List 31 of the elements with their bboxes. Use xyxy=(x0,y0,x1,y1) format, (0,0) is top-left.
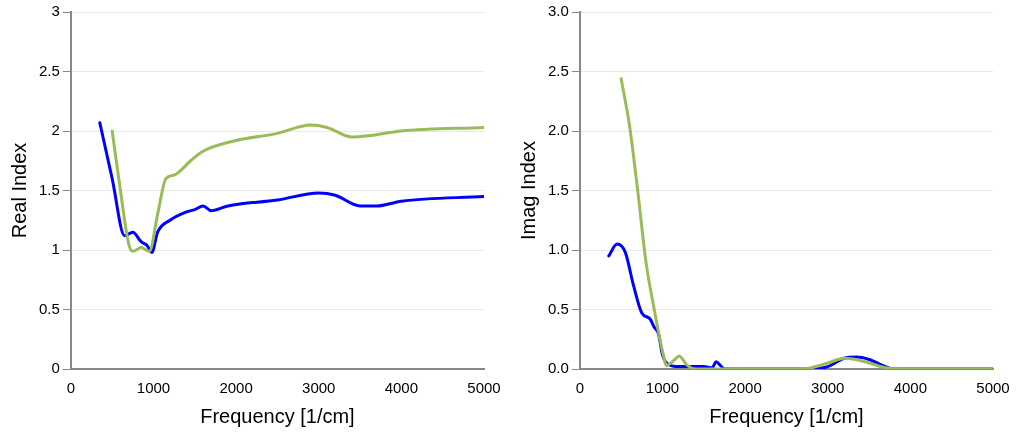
y-tick-label: 2 xyxy=(51,121,60,139)
x-tick-label: 5000 xyxy=(467,379,501,397)
y-axis-title: Real Index xyxy=(7,142,30,239)
x-axis-title: Frequency [1/cm] xyxy=(200,404,355,427)
x-tick-label: 4000 xyxy=(384,379,419,397)
y-tick-label: 1 xyxy=(51,240,60,258)
y-tick-label: 0.5 xyxy=(547,299,569,317)
x-tick-label: 1000 xyxy=(136,379,171,397)
y-tick-label: 1.5 xyxy=(38,180,60,198)
x-tick-label: 0 xyxy=(66,379,76,397)
y-tick-label: 3 xyxy=(51,2,60,20)
x-axis-title: Frequency [1/cm] xyxy=(709,404,864,427)
y-tick-label: 2.5 xyxy=(38,61,60,79)
y-tick-label: 1.0 xyxy=(547,240,569,258)
y-tick-label: 2.0 xyxy=(547,121,569,139)
y-tick-label: 1.5 xyxy=(547,180,569,198)
x-tick-label: 4000 xyxy=(893,379,928,397)
x-tick-label: 3000 xyxy=(811,379,845,397)
y-tick-label: 3.0 xyxy=(547,2,569,20)
y-axis-title: Imag Index xyxy=(516,141,539,240)
y-tick-label: 0 xyxy=(51,359,60,377)
x-tick-label: 2000 xyxy=(219,379,253,397)
x-tick-label: 3000 xyxy=(302,379,336,397)
line-series xyxy=(619,77,993,369)
y-tick-label: 0.0 xyxy=(547,359,569,377)
x-tick-label: 0 xyxy=(575,379,585,397)
y-tick-label: 2.5 xyxy=(547,61,569,79)
y-tick-label: 0.5 xyxy=(38,299,60,317)
x-tick-label: 5000 xyxy=(976,379,1010,397)
x-tick-label: 1000 xyxy=(645,379,680,397)
x-tick-label: 2000 xyxy=(728,379,762,397)
